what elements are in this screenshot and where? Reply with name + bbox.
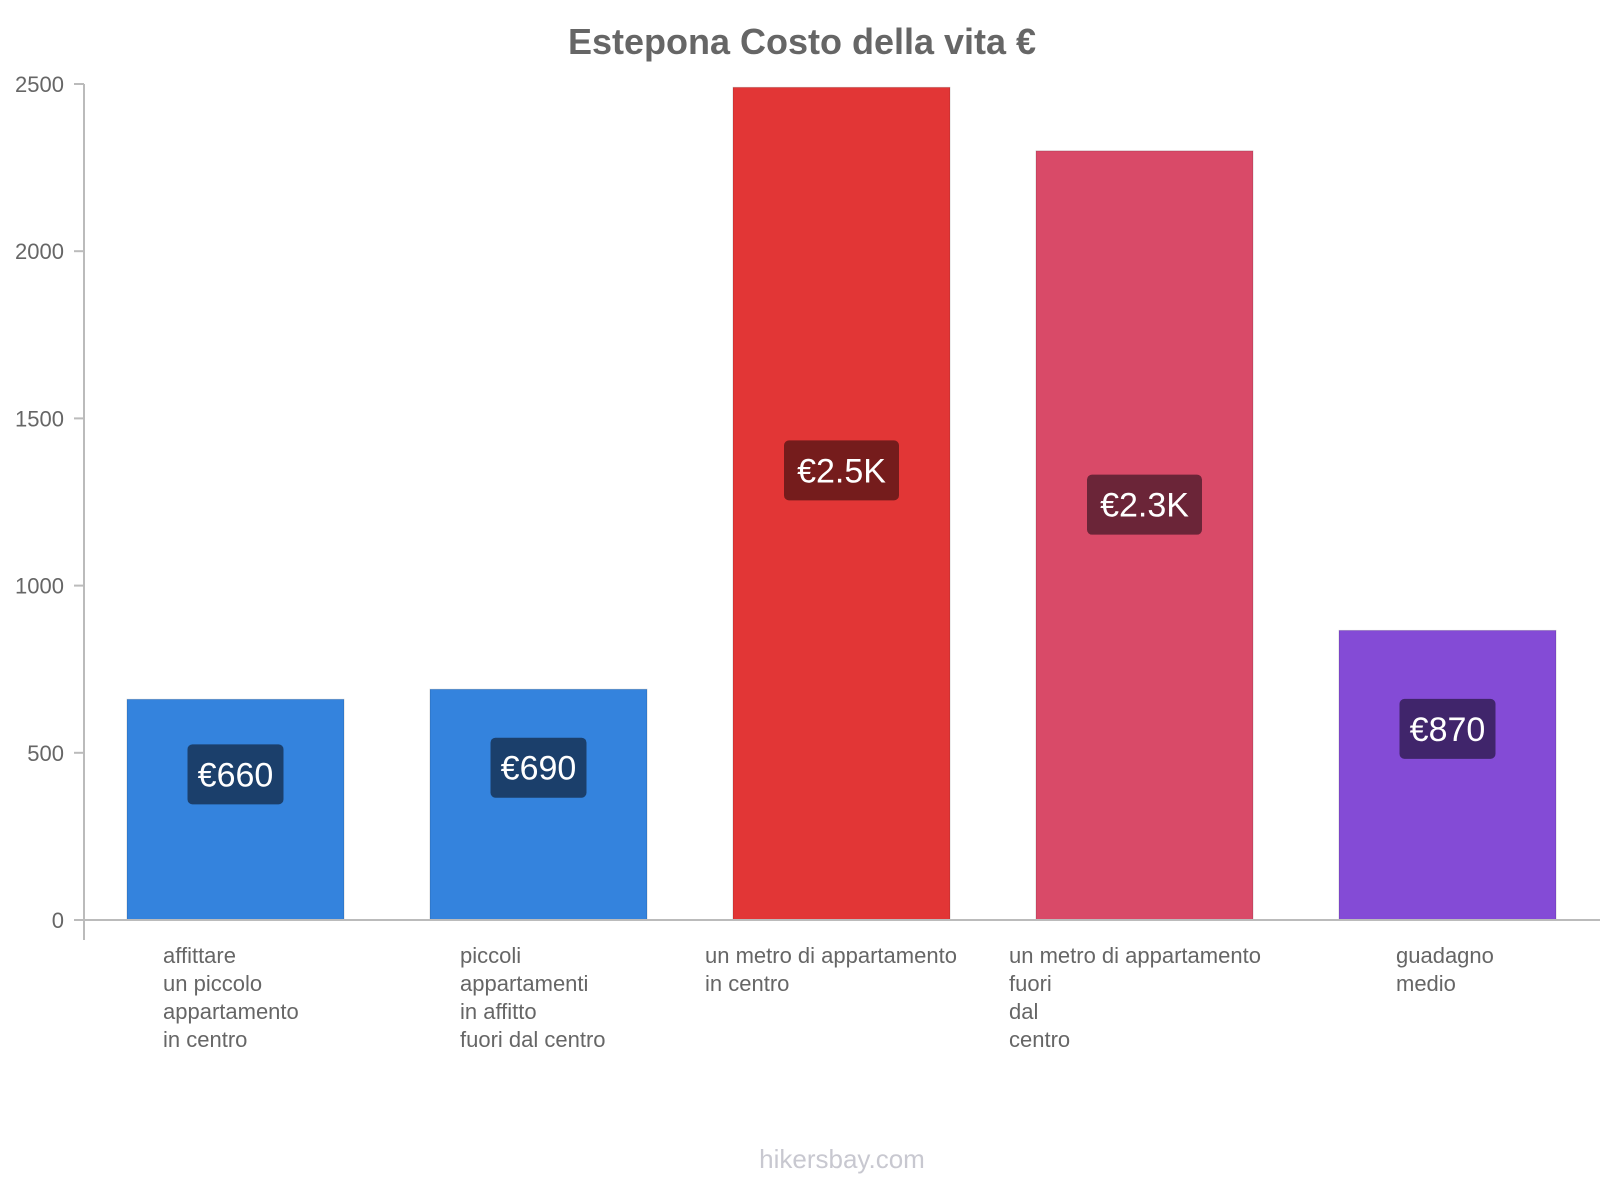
- category-label: centro: [1009, 1027, 1070, 1052]
- category-label: medio: [1396, 971, 1456, 996]
- y-tick-label: 1500: [15, 406, 64, 431]
- value-label: €660: [198, 756, 274, 794]
- category-label: affittare: [163, 943, 236, 968]
- category-label: un metro di appartamento: [1009, 943, 1261, 968]
- category-label: appartamenti: [460, 971, 588, 996]
- chart-title: Estepona Costo della vita €: [568, 21, 1036, 62]
- bar: [126, 698, 345, 921]
- category-label: in centro: [705, 971, 789, 996]
- category-label: un piccolo: [163, 971, 262, 996]
- value-label-box: [490, 737, 587, 798]
- value-label-box: [1399, 698, 1496, 759]
- category-label: fuori dal centro: [460, 1027, 606, 1052]
- bar: [732, 86, 951, 921]
- y-tick-label: 500: [27, 741, 64, 766]
- value-label: €870: [1410, 711, 1486, 749]
- value-label-box: [784, 440, 899, 501]
- y-tick-label: 2000: [15, 239, 64, 264]
- y-tick-label: 2500: [15, 72, 64, 97]
- bar: [429, 688, 648, 921]
- category-label: un metro di appartamento: [705, 943, 957, 968]
- y-tick-label: 1000: [15, 574, 64, 599]
- y-tick-label: 0: [52, 908, 64, 933]
- category-label: piccoli: [460, 943, 521, 968]
- category-label: dal: [1009, 999, 1038, 1024]
- bar: [1338, 629, 1557, 921]
- value-label: €2.5K: [797, 452, 886, 490]
- value-label-box: [1087, 474, 1202, 535]
- category-label: guadagno: [1396, 943, 1494, 968]
- category-label: appartamento: [163, 999, 299, 1024]
- bar: [1035, 150, 1254, 921]
- value-label: €2.3K: [1100, 487, 1189, 525]
- value-label: €690: [501, 750, 577, 788]
- category-label: fuori: [1009, 971, 1052, 996]
- footer-watermark: hikersbay.com: [759, 1144, 925, 1174]
- category-label: in affitto: [460, 999, 537, 1024]
- value-label-box: [187, 744, 284, 805]
- category-label: in centro: [163, 1027, 247, 1052]
